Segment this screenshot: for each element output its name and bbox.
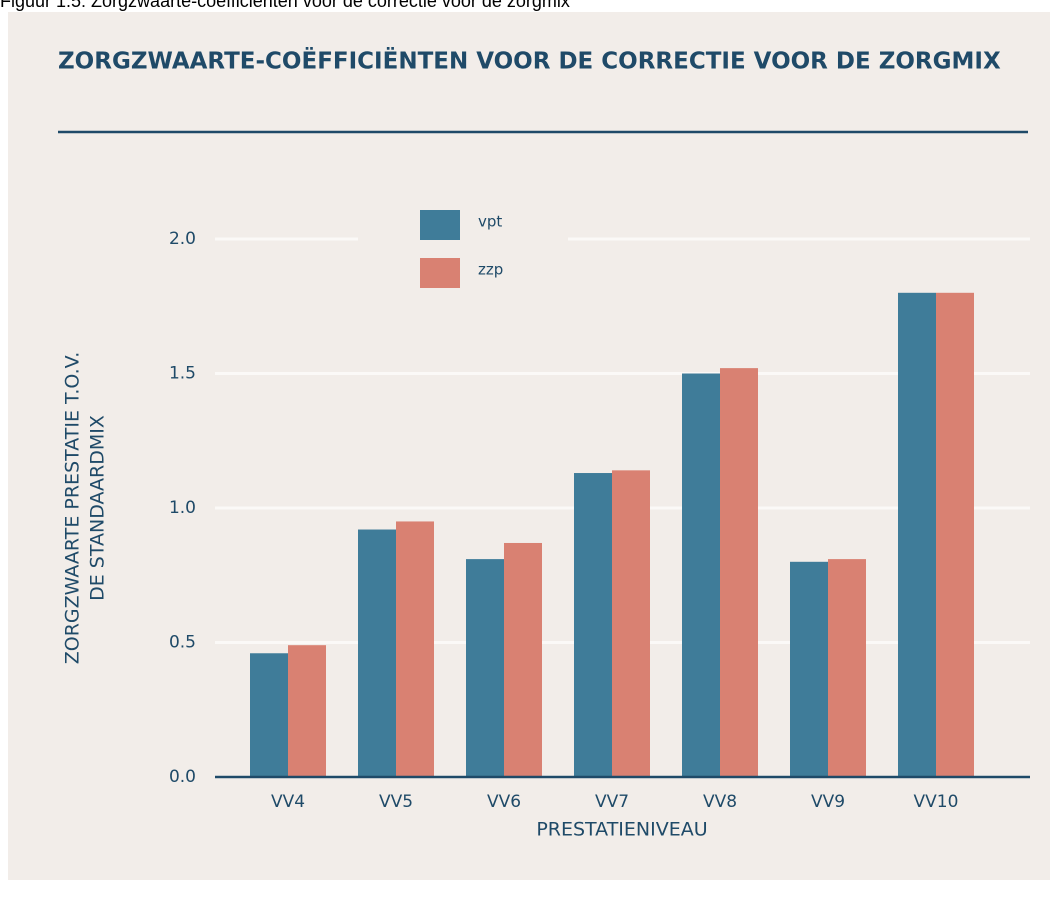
x-tick-label: VV10: [914, 792, 959, 812]
legend-label: vpt: [478, 213, 502, 231]
x-tick-label: VV5: [379, 792, 413, 812]
x-axis-label: PRESTATIENIVEAU: [536, 819, 707, 841]
legend-swatch: [420, 210, 460, 240]
legend-label: zzp: [478, 261, 503, 279]
bar: [936, 292, 974, 777]
x-tick-label: VV6: [487, 792, 521, 812]
legend-box: [358, 200, 568, 300]
y-tick-label: 2.0: [169, 229, 196, 249]
figure-caption: Figuur 1.5: Zorgzwaarte-coëfficiënten vo…: [0, 0, 570, 11]
y-axis-label: ZORGZWAARTE PRESTATIE T.O.V. DE STANDAAR…: [62, 352, 109, 665]
bar: [790, 561, 828, 777]
bar: [358, 529, 396, 777]
bar: [504, 542, 542, 777]
x-tick-label: VV9: [811, 792, 845, 812]
y-axis-label-line: ZORGZWAARTE PRESTATIE T.O.V.: [62, 352, 84, 665]
bar: [396, 521, 434, 777]
y-tick-label: 0.5: [169, 633, 196, 653]
bar: [574, 473, 612, 777]
bar: [466, 559, 504, 777]
chart-title: ZORGZWAARTE-COËFFICIËNTEN VOOR DE CORREC…: [58, 47, 1001, 75]
x-tick-label: VV7: [595, 792, 629, 812]
legend-swatch: [420, 258, 460, 288]
x-tick-label: VV4: [271, 792, 305, 812]
y-axis-label-line: DE STANDAARDMIX: [87, 415, 109, 601]
bar: [250, 653, 288, 777]
bar: [828, 559, 866, 777]
x-tick-label: VV8: [703, 792, 737, 812]
bar: [288, 645, 326, 777]
y-tick-label: 0.0: [169, 767, 196, 787]
bar: [682, 373, 720, 777]
bar: [612, 470, 650, 777]
y-tick-label: 1.5: [169, 364, 196, 384]
bar: [720, 368, 758, 777]
y-tick-label: 1.0: [169, 498, 196, 518]
bar: [898, 292, 936, 777]
